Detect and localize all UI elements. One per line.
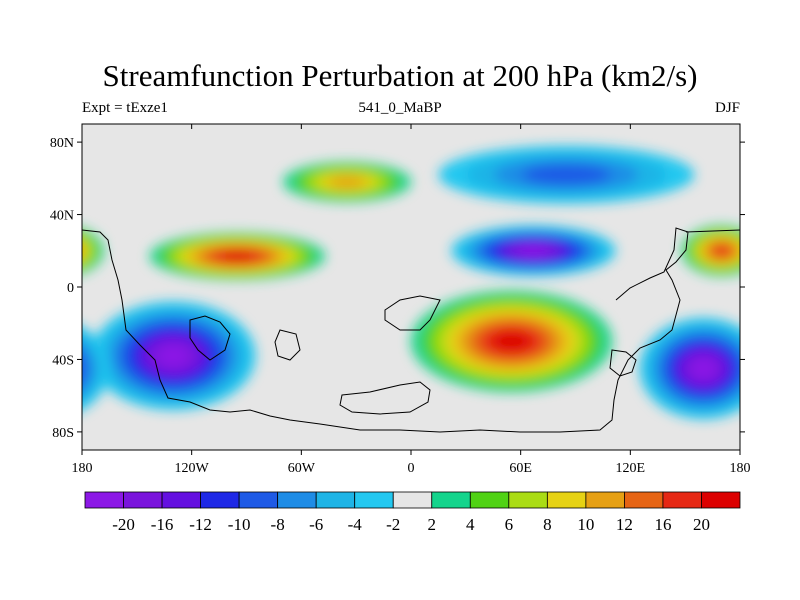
colorbar-box-16: [701, 491, 741, 509]
colorbar-box-7: [354, 491, 394, 509]
continent-outline: [82, 227, 740, 433]
feature-5: [411, 290, 613, 393]
feature-1: [82, 225, 740, 277]
colorbar-box-3: [200, 491, 240, 509]
feature-4-level--8: [521, 164, 611, 185]
colorbar-label-5: -6: [309, 515, 323, 534]
feature-1-wrap-10: [82, 247, 83, 255]
x-tick-label-1: 120W: [175, 461, 210, 476]
contour-field: [82, 124, 740, 450]
colorbar-label-1: -16: [151, 515, 174, 534]
colorbar-box-1: [123, 491, 163, 509]
feature-7-wrap--8: [82, 352, 88, 385]
colorbar-label-6: -4: [348, 515, 363, 534]
x-tick-label-6: 180: [730, 461, 751, 476]
colorbar-label-3: -10: [228, 515, 251, 534]
colorbar-label-0: -20: [112, 515, 135, 534]
colorbar-label-4: -8: [271, 515, 285, 534]
x-tick-label-2: 60W: [288, 461, 316, 476]
colorbar-label-11: 8: [543, 515, 552, 534]
y-tick-label-1: 40N: [50, 209, 74, 224]
feature-1-wrap-8: [82, 240, 89, 261]
y-tick-label-3: 40S: [52, 353, 74, 368]
colorbar-box-10: [469, 491, 510, 509]
colorbar-label-9: 4: [466, 515, 475, 534]
colorbar-box-14: [624, 491, 664, 509]
colorbar-label-15: 20: [693, 515, 710, 534]
plot-title: Streamfunction Perturbation at 200 hPa (…: [102, 58, 698, 93]
feature-7-wrap--6: [82, 342, 95, 395]
x-tick-label-5: 120E: [616, 461, 646, 476]
x-axis: 180 120W 60W 0 60E 120E 180: [72, 124, 751, 476]
colorbar: -20 -16 -12 -10 -8 -6 -4 -2 2 4 6 8 10 12 16 20: [84, 491, 741, 534]
feature-4: [438, 145, 695, 204]
colorbar-box-2: [161, 491, 201, 509]
feature-2: [283, 162, 411, 202]
y-tick-label-4: 80S: [52, 426, 74, 441]
colorbar-label-10: 6: [505, 515, 514, 534]
time-label: 541_0_MaBP: [358, 100, 442, 116]
experiment-label: Expt = tExze1: [82, 100, 168, 116]
feature-7: [82, 317, 740, 420]
colorbar-box-6: [315, 491, 356, 509]
colorbar-box-9: [431, 491, 471, 509]
feature-5-level-20: [492, 331, 531, 351]
season-label: DJF: [714, 100, 740, 116]
x-tick-label-4: 60E: [509, 461, 532, 476]
feature-3-level--20: [518, 246, 549, 256]
y-tick-label-2: 0: [67, 281, 74, 296]
colorbar-box-15: [662, 491, 702, 509]
feature-6-level--20: [158, 345, 189, 366]
y-tick-label-0: 80N: [50, 136, 74, 151]
x-tick-label-3: 0: [408, 461, 415, 476]
colorbar-box-13: [585, 491, 625, 509]
colorbar-box-11: [508, 491, 548, 509]
feature-7-level--20: [691, 359, 716, 378]
colorbar-label-8: 2: [428, 515, 437, 534]
colorbar-label-12: 10: [577, 515, 594, 534]
colorbar-box-0: [84, 491, 124, 509]
colorbar-box-4: [238, 491, 279, 509]
feature-0: [149, 232, 326, 280]
feature-3: [451, 225, 616, 277]
y-axis: 80N 40N 0 40S 80S: [50, 136, 745, 441]
feature-6: [91, 301, 256, 411]
colorbar-box-12: [546, 491, 587, 509]
colorbar-box-5: [277, 491, 317, 509]
feature-1-level-16: [713, 245, 731, 257]
colorbar-label-2: -12: [189, 515, 212, 534]
colorbar-label-13: 12: [616, 515, 633, 534]
colorbar-label-7: -2: [386, 515, 400, 534]
feature-2-level-10: [328, 176, 366, 188]
colorbar-box-8: [392, 491, 433, 509]
colorbar-label-14: 16: [654, 515, 671, 534]
feature-0-level-20: [221, 251, 254, 261]
x-tick-label-0: 180: [72, 461, 93, 476]
